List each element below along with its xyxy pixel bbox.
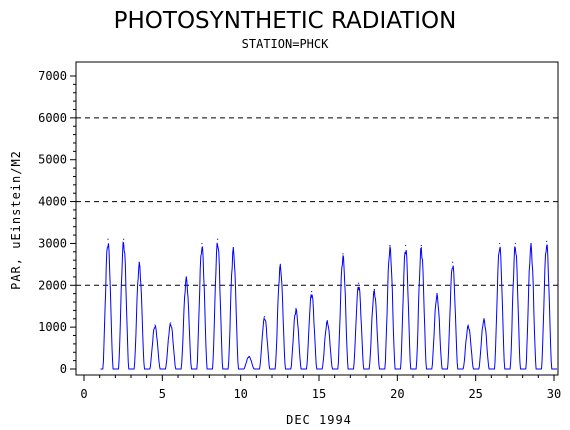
reference-lines <box>76 117 558 286</box>
daily-peak-point <box>264 316 266 318</box>
y-tick-label: 6000 <box>38 111 67 125</box>
daily-peak-point <box>295 307 297 309</box>
daily-peak-point <box>326 320 328 322</box>
y-tick-label: 5000 <box>38 153 67 167</box>
y-tick-label: 7000 <box>38 69 67 83</box>
x-tick-label: 15 <box>312 387 326 401</box>
daily-peak-point <box>217 238 219 240</box>
x-axis: 0 5 10 15 20 25 30 <box>80 375 561 401</box>
daily-peak-point <box>170 322 172 324</box>
daily-peak-point <box>279 263 281 265</box>
daily-peak-point <box>232 247 234 249</box>
daily-peak-point <box>311 290 313 293</box>
daily-peak-point <box>452 261 454 263</box>
daily-peak-point <box>138 261 140 263</box>
y-tick-label: 0 <box>60 362 67 376</box>
chart-title: PHOTOSYNTHETIC RADIATION <box>114 8 457 34</box>
y-tick-label: 1000 <box>38 320 67 334</box>
daily-peak-point <box>248 355 250 358</box>
daily-peak-point <box>185 276 187 278</box>
x-tick-label: 30 <box>547 387 561 401</box>
daily-peak-point <box>467 324 469 326</box>
daily-peak-point <box>358 282 360 284</box>
daily-peak-point <box>123 238 125 240</box>
y-tick-label: 4000 <box>38 195 67 209</box>
y-axis: 0 1000 2000 3000 4000 5000 6000 7000 <box>38 69 76 376</box>
y-tick-label: 2000 <box>38 278 67 292</box>
y-axis-label: PAR, uEinstein/M2 <box>9 150 23 290</box>
daily-peak-point <box>420 244 422 247</box>
daily-peak-point <box>342 253 344 255</box>
daily-peak-point <box>499 242 501 245</box>
daily-peak-point <box>373 288 375 291</box>
x-tick-label: 20 <box>390 387 404 401</box>
x-tick-label: 0 <box>80 387 87 401</box>
chart-subtitle: STATION=PHCK <box>242 37 329 51</box>
x-tick-label: 25 <box>468 387 482 401</box>
daily-peak-point <box>483 318 485 320</box>
x-axis-label: DEC 1994 <box>286 413 352 427</box>
daily-peak-point <box>154 324 156 326</box>
x-tick-label: 10 <box>233 387 247 401</box>
daily-peak-point <box>107 238 109 240</box>
daily-peak-point <box>436 293 438 295</box>
y-tick-label: 3000 <box>38 236 67 250</box>
daily-peak-point <box>405 244 407 247</box>
daily-peak-point <box>389 244 391 247</box>
par-series <box>100 238 558 370</box>
par-line <box>100 241 558 370</box>
x-tick-label: 5 <box>159 387 166 401</box>
daily-peak-point <box>514 242 516 245</box>
daily-peak-point <box>201 242 203 245</box>
daily-peak-point <box>530 242 532 245</box>
daily-peak-point <box>546 240 548 242</box>
